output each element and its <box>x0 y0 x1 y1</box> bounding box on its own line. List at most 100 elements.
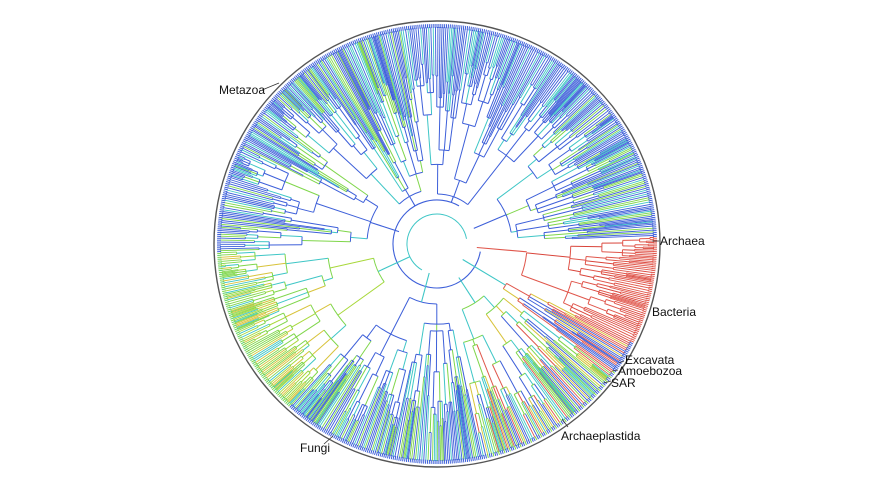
branch-segment <box>502 47 531 106</box>
branch-segment <box>253 127 299 157</box>
branch-segment <box>230 302 255 312</box>
branch-segment <box>547 303 566 314</box>
leaf-tip <box>634 155 639 159</box>
branch-segment <box>259 329 267 334</box>
leaf-tip <box>647 292 652 294</box>
branch-segment <box>554 76 576 102</box>
branch-segment <box>249 231 258 233</box>
branch-segment <box>403 420 411 459</box>
branch-arc <box>608 160 611 163</box>
branch-arc <box>548 120 553 124</box>
branch-segment <box>544 231 588 237</box>
branch-segment <box>362 384 387 449</box>
clade-label-metazoa-group: Metazoa <box>219 82 280 97</box>
branch-arc <box>569 303 574 311</box>
branch-segment <box>626 274 652 280</box>
branch-arc <box>597 289 600 295</box>
leaf-tip <box>359 37 362 42</box>
branch-segment <box>500 315 530 348</box>
branch-segment <box>286 381 306 401</box>
branch-segment <box>490 390 513 448</box>
branch-segment <box>613 261 653 267</box>
leaf-tip <box>651 269 656 272</box>
branch-arc <box>519 310 525 316</box>
branch-segment <box>523 87 536 106</box>
branch-arc <box>596 283 598 287</box>
leaf-tip <box>531 437 534 442</box>
branch-segment <box>492 386 499 400</box>
branch-segment <box>265 307 278 313</box>
branch-segment <box>283 89 305 111</box>
branch-segment <box>421 64 425 86</box>
branch-segment <box>469 383 478 414</box>
branch-segment <box>347 420 358 442</box>
branch-segment <box>377 93 382 103</box>
leaf-tip <box>497 32 500 38</box>
branch-segment <box>235 162 253 170</box>
leaf-tip <box>405 26 408 31</box>
branch-segment <box>591 143 630 165</box>
branch-segment <box>542 101 557 119</box>
branch-segment <box>548 346 560 358</box>
branch-segment <box>411 135 417 151</box>
branch-segment <box>231 174 244 180</box>
branch-segment <box>314 164 323 170</box>
branch-arc <box>583 134 587 138</box>
branch-segment <box>496 172 534 200</box>
branch-segment <box>418 323 425 355</box>
branch-segment <box>311 372 347 422</box>
branch-segment <box>525 353 534 363</box>
leaf-tip <box>396 27 399 32</box>
leaf-tip <box>503 449 506 454</box>
leaf-tip <box>275 93 280 98</box>
leaf-tip <box>324 429 328 434</box>
leaf-tip <box>574 410 578 415</box>
branch-arc <box>504 409 507 411</box>
branch-segment <box>600 155 636 173</box>
leaf-tip <box>352 443 355 448</box>
branch-arc <box>450 117 456 119</box>
branch-segment <box>361 383 386 448</box>
branch-segment <box>425 27 430 79</box>
leaf-tip <box>229 315 234 318</box>
leaf-tip <box>396 456 399 461</box>
leaf-tip <box>293 76 298 81</box>
branch-segment <box>284 89 302 107</box>
branch-arc <box>346 188 349 193</box>
leaf-tip <box>537 49 541 54</box>
branch-segment <box>285 275 323 287</box>
leaf-tip <box>549 56 553 61</box>
leaf-tip <box>643 179 648 182</box>
branch-arc <box>344 410 347 413</box>
branch-segment <box>544 141 552 149</box>
leaf-tip <box>522 42 526 47</box>
leaf-tip <box>578 406 582 411</box>
branch-segment <box>490 36 501 69</box>
branch-segment <box>277 369 302 393</box>
branch-segment <box>486 89 499 118</box>
leaf-tip <box>536 48 540 53</box>
branch-segment <box>226 292 251 300</box>
branch-arc <box>329 379 334 384</box>
branch-segment <box>330 324 347 340</box>
leaf-tip <box>262 375 266 379</box>
branch-arc <box>305 340 310 346</box>
leaf-tip <box>341 438 345 443</box>
branch-segment <box>467 65 472 86</box>
leaf-tip <box>529 45 533 50</box>
branch-segment <box>455 376 458 386</box>
branch-segment <box>477 433 484 457</box>
branch-segment <box>236 314 270 329</box>
branch-segment <box>392 143 402 163</box>
branch-arc <box>531 383 535 387</box>
branch-arc <box>353 388 356 390</box>
branch-segment <box>400 29 412 93</box>
branch-segment <box>598 209 652 219</box>
leaf-tip <box>630 338 635 341</box>
branch-segment <box>499 40 515 79</box>
branch-segment <box>274 368 297 389</box>
branch-arc <box>359 364 361 367</box>
branch-segment <box>340 414 354 439</box>
branch-segment <box>292 81 323 115</box>
clade-label-bacteria-group: Bacteria <box>652 305 696 319</box>
